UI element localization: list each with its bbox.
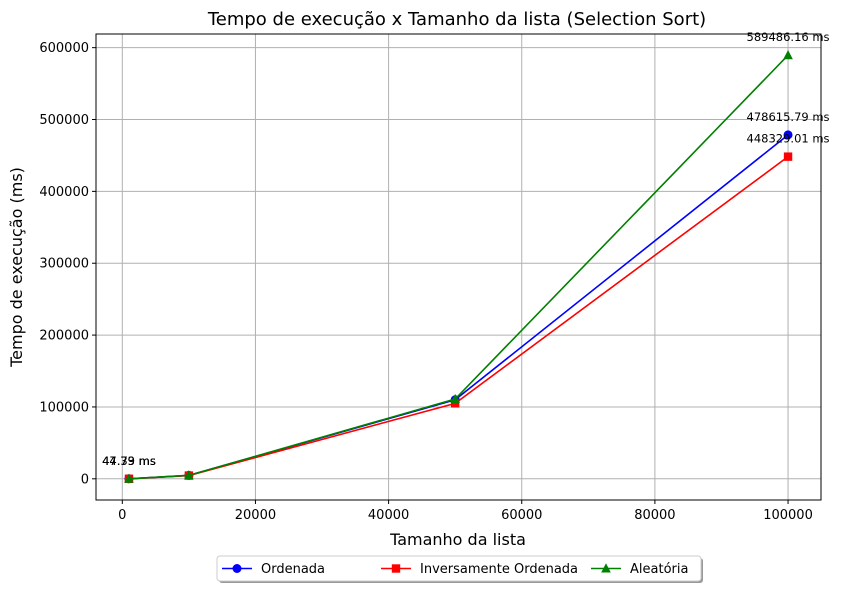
data-point — [124, 473, 134, 483]
chart-title: Tempo de execução x Tamanho da lista (Se… — [207, 9, 706, 30]
data-point — [783, 50, 793, 60]
data-point — [783, 152, 793, 161]
legend-box — [216, 555, 702, 582]
data-point — [184, 470, 194, 480]
data-point — [783, 130, 793, 140]
series-2 — [124, 50, 793, 483]
y-axis: 0 100000 200000 300000 400000 500000 600000 — [39, 41, 96, 487]
data-label: 44.79 ms — [102, 454, 156, 468]
data-label: 47.79 ms — [102, 454, 156, 468]
y-tick-label: 400000 — [39, 185, 89, 200]
x-tick-label: 0 — [118, 508, 126, 523]
x-tick-label: 60000 — [501, 508, 542, 523]
y-axis-label: Tempo de execução (ms) — [7, 167, 26, 368]
plot-area-frame — [95, 33, 822, 501]
legend-marker — [391, 564, 401, 573]
legend-label: Ordenada — [261, 562, 325, 577]
legend[interactable]: Ordenada Inversamente Ordenada Aleatória — [216, 555, 703, 583]
y-tick-label: 300000 — [39, 257, 89, 272]
x-tick-label: 100000 — [763, 508, 813, 523]
series-line — [128, 54, 789, 480]
data-point — [450, 393, 460, 404]
grid — [96, 34, 821, 500]
data-label: 589486.16 ms — [747, 30, 830, 44]
y-tick-label: 500000 — [39, 113, 89, 128]
x-axis: 0 20000 40000 60000 80000 100000 — [118, 500, 813, 523]
data-label: 44.33 ms — [102, 454, 156, 468]
x-tick-label: 80000 — [634, 508, 675, 523]
series-1 — [124, 152, 793, 483]
series-line — [128, 134, 789, 480]
legend-label: Inversamente Ordenada — [420, 562, 578, 577]
series-line — [128, 155, 789, 480]
x-tick-label: 20000 — [235, 508, 276, 523]
y-tick-label: 600000 — [39, 41, 89, 56]
legend-marker — [232, 564, 242, 573]
data-label: 448329.01 ms — [747, 132, 830, 146]
data-label: 478615.79 ms — [747, 110, 830, 124]
y-tick-label: 200000 — [39, 329, 89, 344]
data-point — [450, 399, 460, 408]
series-0 — [124, 130, 793, 484]
y-tick-label: 100000 — [39, 400, 89, 415]
x-tick-label: 40000 — [368, 508, 409, 523]
data-labels: 47.79 ms 478615.79 ms 44.33 ms 448329.01 ms… — [102, 30, 830, 468]
legend-label: Aleatória — [630, 562, 688, 577]
series-layer — [124, 50, 793, 484]
y-tick-label: 0 — [81, 472, 89, 487]
x-axis-label: Tamanho da lista — [389, 530, 526, 549]
legend-marker — [601, 563, 611, 573]
